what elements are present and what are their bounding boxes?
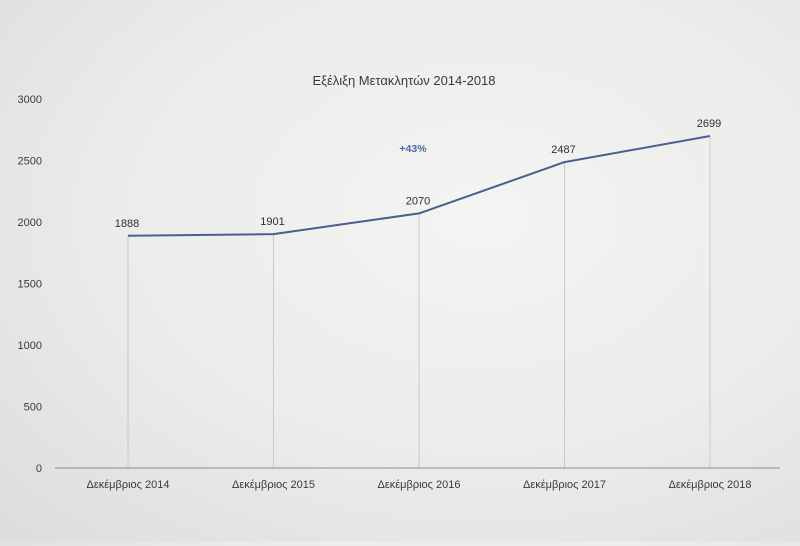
y-tick-label: 3000 — [18, 94, 42, 106]
data-label: 1888 — [115, 218, 139, 230]
y-tick-label: 0 — [36, 463, 42, 475]
x-axis-ticks: Δεκέμβριος 2014 Δεκέμβριος 2015 Δεκέμβριος… — [87, 479, 752, 491]
series-line — [127, 135, 711, 237]
drop-lines — [127, 136, 711, 468]
x-tick-label: Δεκέμβριος 2015 — [232, 479, 315, 491]
y-tick-label: 2000 — [18, 217, 42, 229]
data-label: 1901 — [260, 216, 284, 228]
data-label: 2487 — [551, 144, 575, 156]
y-tick-label: 1500 — [18, 279, 42, 291]
y-tick-label: 2500 — [18, 156, 42, 168]
data-labels: 1888 1901 2070 2487 2699 — [115, 118, 721, 230]
growth-annotation: +43% — [399, 143, 427, 155]
data-label: 2070 — [406, 195, 430, 207]
x-tick-label: Δεκέμβριος 2018 — [669, 479, 752, 491]
data-label: 2699 — [697, 118, 721, 130]
x-tick-label: Δεκέμβριος 2014 — [87, 479, 170, 491]
x-tick-label: Δεκέμβριος 2016 — [378, 479, 461, 491]
x-tick-label: Δεκέμβριος 2017 — [523, 479, 606, 491]
y-axis-ticks: 0 500 1000 1500 2000 2500 3000 — [18, 94, 42, 475]
chart-title: Εξέλιξη Μετακλητών 2014-2018 — [312, 73, 495, 88]
y-tick-label: 500 — [24, 402, 42, 414]
y-tick-label: 1000 — [18, 340, 42, 352]
